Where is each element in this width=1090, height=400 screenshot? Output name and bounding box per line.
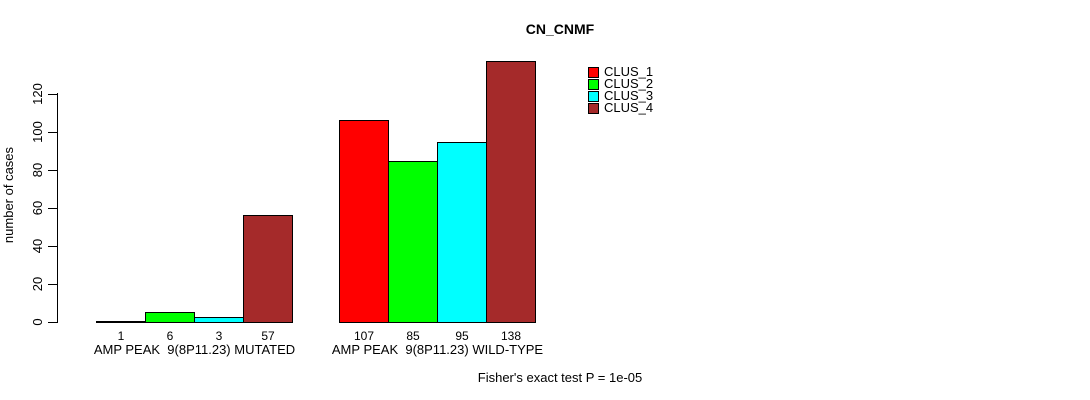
- y-tick-label: 80: [30, 162, 45, 178]
- bar-value-label: 57: [261, 329, 275, 343]
- bar-clus_2-group1: [145, 312, 195, 323]
- legend-swatch-icon: [588, 78, 599, 90]
- bar-value-label: 85: [406, 329, 420, 343]
- legend-label: CLUS_2: [604, 76, 654, 91]
- y-tick-label: 120: [30, 83, 45, 105]
- bar-clus_3-group1: [194, 317, 244, 323]
- bar-value-label: 6: [166, 329, 174, 343]
- bar-value-label: 107: [353, 329, 375, 343]
- y-tick-label: 20: [30, 276, 45, 292]
- y-tick-label: 100: [30, 121, 45, 143]
- fisher-test-annotation: Fisher's exact test P = 1e-05: [477, 370, 643, 385]
- y-tick: [48, 94, 57, 95]
- group-label-2: AMP PEAK 9(8P11.23) WILD-TYPE: [331, 342, 544, 357]
- legend-row-clus_3: CLUS_3: [588, 88, 654, 103]
- y-tick: [48, 170, 57, 171]
- y-tick-label: 0: [30, 318, 45, 326]
- y-tick: [48, 208, 57, 209]
- y-axis-line: [57, 93, 58, 323]
- bar-value-label: 138: [500, 329, 522, 343]
- legend-swatch-icon: [588, 90, 599, 102]
- legend-row-clus_4: CLUS_4: [588, 100, 654, 115]
- legend-label: CLUS_4: [604, 100, 654, 115]
- legend-swatch-icon: [588, 66, 599, 78]
- legend: CLUS_1 CLUS_2 CLUS_3 CLUS_4: [588, 64, 654, 115]
- bar-clus_3-group2: [437, 142, 487, 323]
- legend-label: CLUS_1: [604, 64, 654, 79]
- bar-value-label: 1: [117, 329, 125, 343]
- chart-title: CN_CNMF: [525, 21, 595, 37]
- y-tick: [48, 132, 57, 133]
- group-label-1: AMP PEAK 9(8P11.23) MUTATED: [93, 342, 296, 357]
- y-tick: [48, 246, 57, 247]
- legend-label: CLUS_3: [604, 88, 654, 103]
- bar-clus_4-group1: [243, 215, 293, 323]
- legend-swatch-icon: [588, 102, 599, 114]
- y-tick: [48, 284, 57, 285]
- bar-clus_1-group1: [96, 321, 146, 323]
- bar-clus_4-group2: [486, 61, 536, 323]
- legend-row-clus_1: CLUS_1: [588, 64, 654, 79]
- y-tick-label: 40: [30, 238, 45, 254]
- legend-row-clus_2: CLUS_2: [588, 76, 654, 91]
- y-tick: [48, 322, 57, 323]
- y-tick-label: 60: [30, 200, 45, 216]
- bar-value-label: 3: [215, 329, 223, 343]
- bar-value-label: 95: [455, 329, 469, 343]
- bar-clus_1-group2: [339, 120, 389, 323]
- y-axis-label: number of cases: [1, 146, 16, 244]
- bar-clus_2-group2: [388, 161, 438, 323]
